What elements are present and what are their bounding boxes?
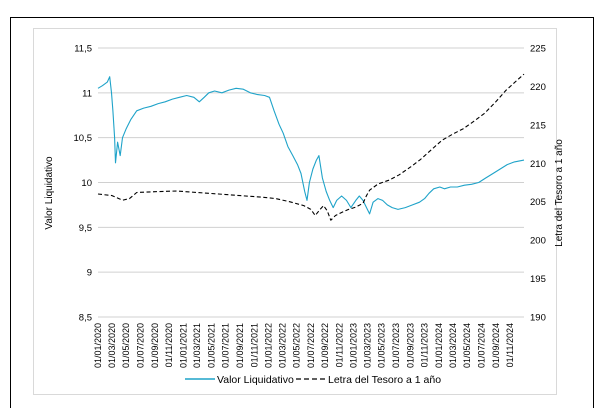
y2-tick-label: 200 [530, 236, 546, 247]
x-tick-label: 01/07/2020 [135, 323, 145, 368]
x-tick-label: 01/09/2021 [235, 323, 245, 368]
y-tick-label: 9,5 [79, 223, 92, 234]
legend-label-valor: Valor Liquidativo [217, 374, 294, 386]
y2-tick-label: 220 [530, 82, 546, 93]
y2-tick-label: 205 [530, 197, 546, 208]
x-tick-label: 01/09/2024 [491, 323, 501, 368]
y-tick-label: 11,5 [74, 44, 92, 55]
x-tick-label: 01/01/2020 [93, 323, 103, 368]
y2-tick-label: 225 [530, 44, 546, 55]
x-tick-label: 01/01/2023 [349, 323, 359, 368]
y2-tick-label: 215 [530, 120, 546, 131]
y2-tick-label: 190 [530, 313, 546, 324]
x-tick-label: 01/01/2022 [264, 323, 274, 368]
x-tick-label: 01/01/2024 [434, 323, 444, 368]
right-axis-ticks: 190 195 200 205 210 215 220 225 [530, 44, 546, 324]
x-tick-label: 01/09/2023 [405, 323, 415, 368]
x-tick-label: 01/11/2023 [420, 323, 430, 367]
x-tick-label: 01/09/2022 [320, 323, 330, 368]
legend: Valor Liquidativo Letra del Tesoro a 1 a… [185, 374, 441, 386]
x-tick-label: 01/05/2020 [121, 323, 131, 368]
x-tick-label: 01/03/2023 [362, 323, 372, 368]
x-tick-label: 01/05/2021 [206, 323, 216, 368]
y-tick-label: 10,5 [74, 133, 93, 144]
x-tick-label: 01/05/2024 [462, 323, 472, 368]
x-tick-label: 01/11/2022 [334, 323, 344, 367]
x-tick-label: 01/03/2024 [448, 323, 458, 368]
y-tick-label: 9 [87, 268, 92, 279]
x-tick-label: 01/11/2020 [164, 323, 174, 367]
chart-area [33, 28, 557, 395]
x-tick-label: 01/11/2021 [249, 323, 259, 367]
x-tick-label: 01/07/2022 [306, 323, 316, 368]
y-tick-label: 10 [81, 178, 92, 189]
x-tick-label: 01/03/2021 [192, 323, 202, 368]
x-tick-label: 01/07/2024 [476, 323, 486, 368]
y2-axis-label: Letra del Tesoro a 1 año [554, 139, 565, 247]
series-line-0 [97, 76, 525, 215]
y2-tick-label: 195 [530, 274, 546, 285]
x-tick-label: 01/09/2020 [150, 323, 160, 368]
x-tick-label: 01/07/2021 [221, 323, 231, 368]
left-axis-ticks: 8,5 9 9,5 10 10,5 11 11,5 [74, 44, 93, 324]
y-tick-label: 11 [82, 88, 92, 99]
chart-frame [10, 17, 594, 408]
y-tick-label: 8,5 [79, 313, 92, 324]
y-axis-label: Valor Liquidativo [44, 156, 55, 230]
legend-label-letra: Letra del Tesoro a 1 año [328, 374, 441, 386]
series-lines [97, 73, 525, 221]
x-tick-label: 01/07/2023 [391, 323, 401, 368]
x-tick-label: 01/01/2021 [178, 323, 188, 368]
x-axis-ticks: 01/01/2020 01/03/2020 01/05/2020 01/07/2020… [93, 323, 515, 368]
x-tick-label: 01/11/2024 [505, 323, 515, 367]
gridlines [98, 47, 524, 318]
x-tick-label: 01/03/2020 [107, 323, 117, 368]
x-tick-label: 01/05/2023 [377, 323, 387, 368]
series-line-1 [97, 73, 525, 221]
x-tick-label: 01/03/2022 [277, 323, 287, 368]
x-tick-label: 01/05/2022 [292, 323, 302, 368]
y2-tick-label: 210 [530, 159, 546, 170]
